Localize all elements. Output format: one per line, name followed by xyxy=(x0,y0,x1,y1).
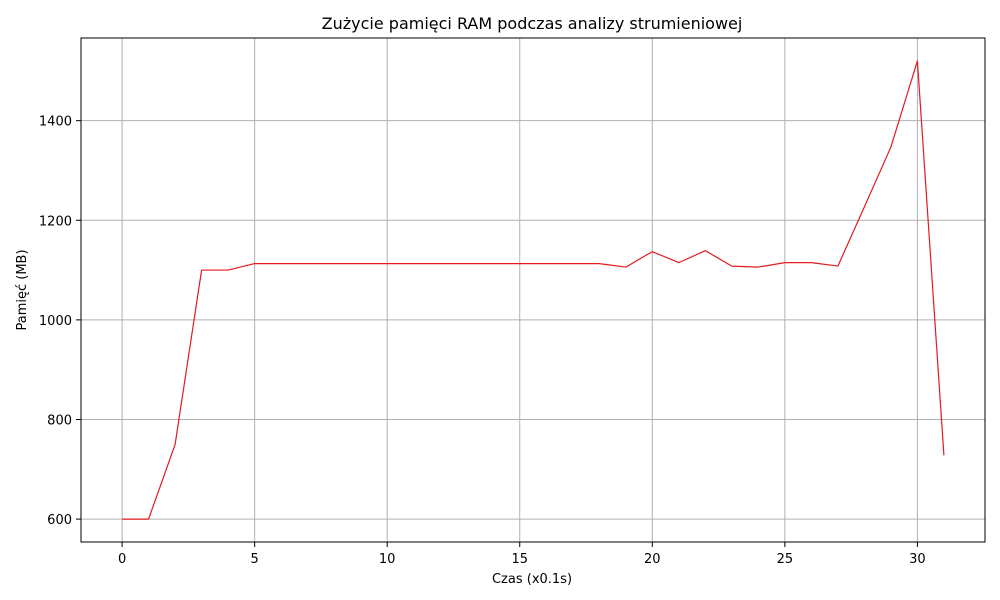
y-tick-label: 800 xyxy=(47,413,72,428)
y-tick-label: 1400 xyxy=(39,115,72,130)
series-layer xyxy=(122,60,945,520)
x-axis-label: Czas (x0.1s) xyxy=(492,572,572,587)
series-line xyxy=(122,60,945,520)
chart-title: Zużycie pamięci RAM podczas analizy stru… xyxy=(322,14,743,33)
x-tick-label: 20 xyxy=(644,552,661,567)
x-tick-label: 25 xyxy=(777,552,794,567)
y-axis-label: Pamięć (MB) xyxy=(15,249,30,330)
x-tick-label: 30 xyxy=(909,552,926,567)
x-tick-label: 5 xyxy=(251,552,259,567)
x-axis-ticks: 0 5 10 15 20 25 30 xyxy=(118,542,926,567)
x-tick-label: 15 xyxy=(511,552,528,567)
grid-lines xyxy=(81,38,985,542)
x-tick-label: 10 xyxy=(379,552,396,567)
x-tick-label: 0 xyxy=(118,552,126,567)
plot-frame xyxy=(80,37,986,543)
y-tick-label: 1000 xyxy=(39,314,72,329)
y-tick-label: 1200 xyxy=(39,214,72,229)
y-tick-label: 600 xyxy=(47,513,72,528)
y-axis-ticks: 600 800 1000 1200 1400 xyxy=(39,115,81,528)
